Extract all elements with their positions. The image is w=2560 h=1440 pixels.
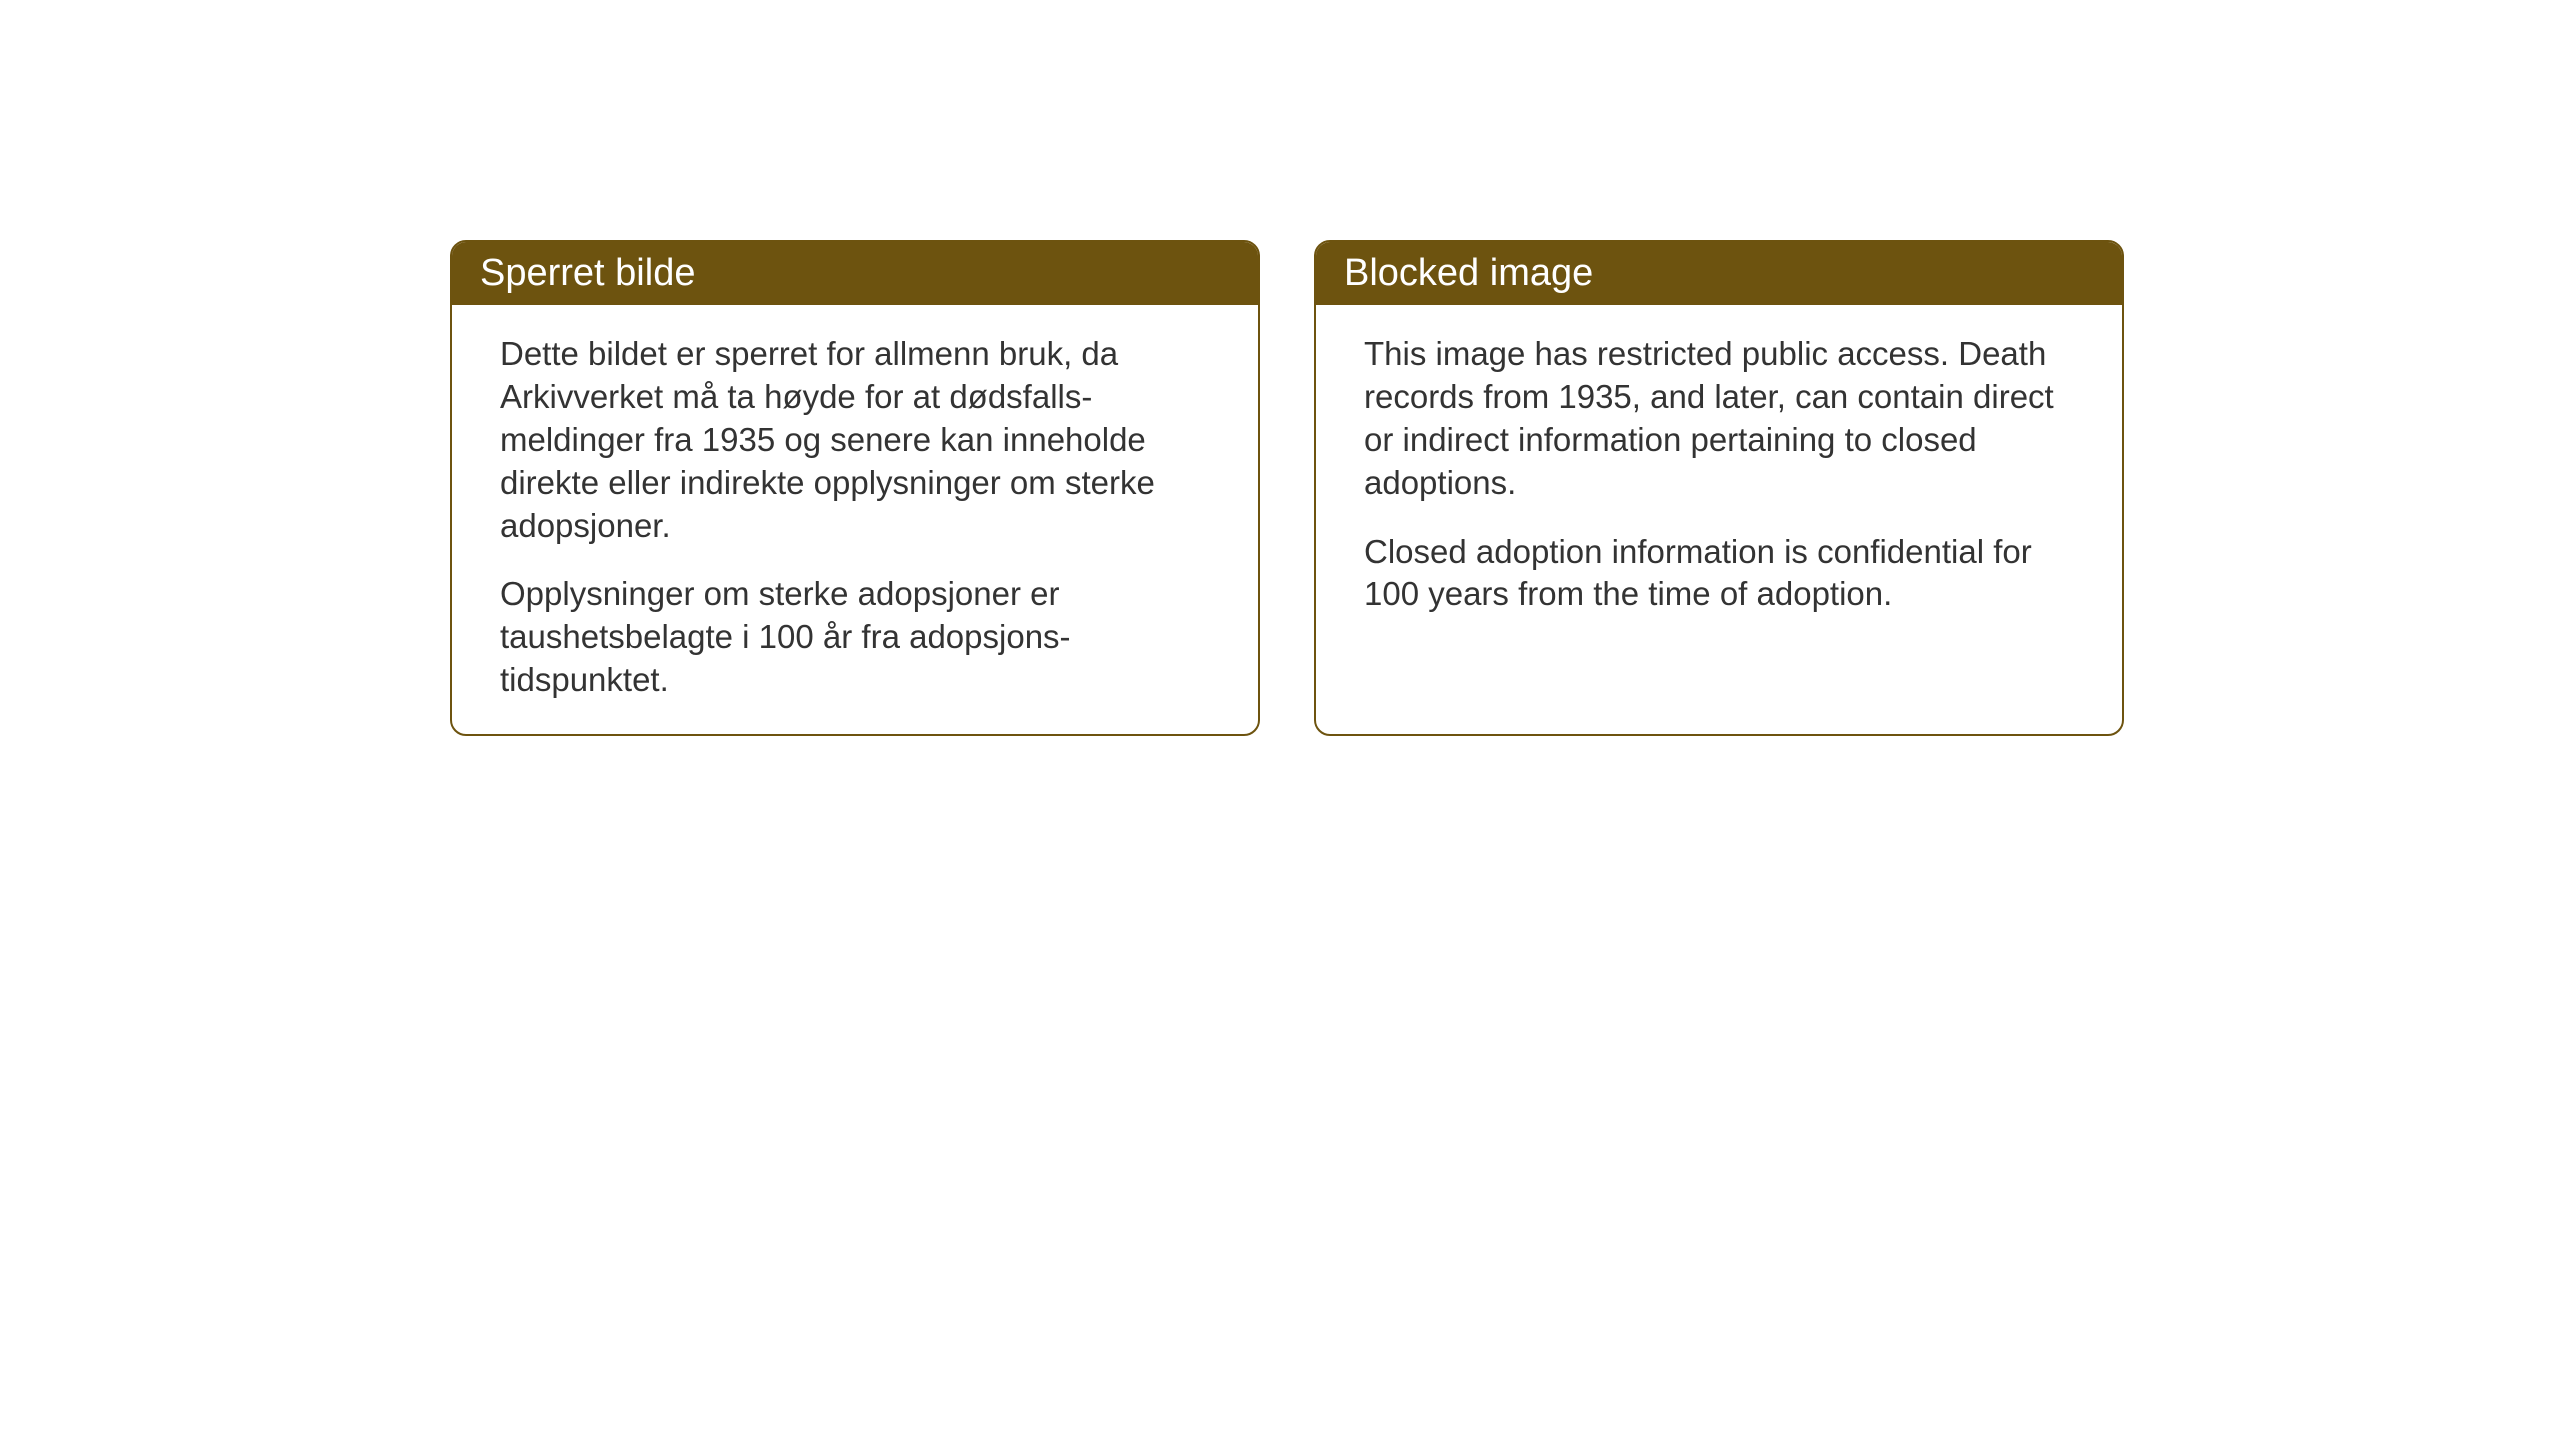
card-norwegian-paragraph1: Dette bildet er sperret for allmenn bruk… (500, 333, 1210, 547)
card-english-paragraph2: Closed adoption information is confident… (1364, 531, 2074, 617)
card-english-title: Blocked image (1344, 252, 1593, 294)
card-norwegian-body: Dette bildet er sperret for allmenn bruk… (452, 305, 1258, 734)
card-norwegian-paragraph2: Opplysninger om sterke adopsjoner er tau… (500, 573, 1210, 702)
card-english-body: This image has restricted public access.… (1316, 305, 2122, 692)
card-norwegian-header: Sperret bilde (452, 242, 1258, 305)
card-english: Blocked image This image has restricted … (1314, 240, 2124, 736)
card-english-header: Blocked image (1316, 242, 2122, 305)
card-norwegian-title: Sperret bilde (480, 252, 695, 294)
card-norwegian: Sperret bilde Dette bildet er sperret fo… (450, 240, 1260, 736)
card-english-paragraph1: This image has restricted public access.… (1364, 333, 2074, 505)
cards-container: Sperret bilde Dette bildet er sperret fo… (450, 240, 2124, 736)
